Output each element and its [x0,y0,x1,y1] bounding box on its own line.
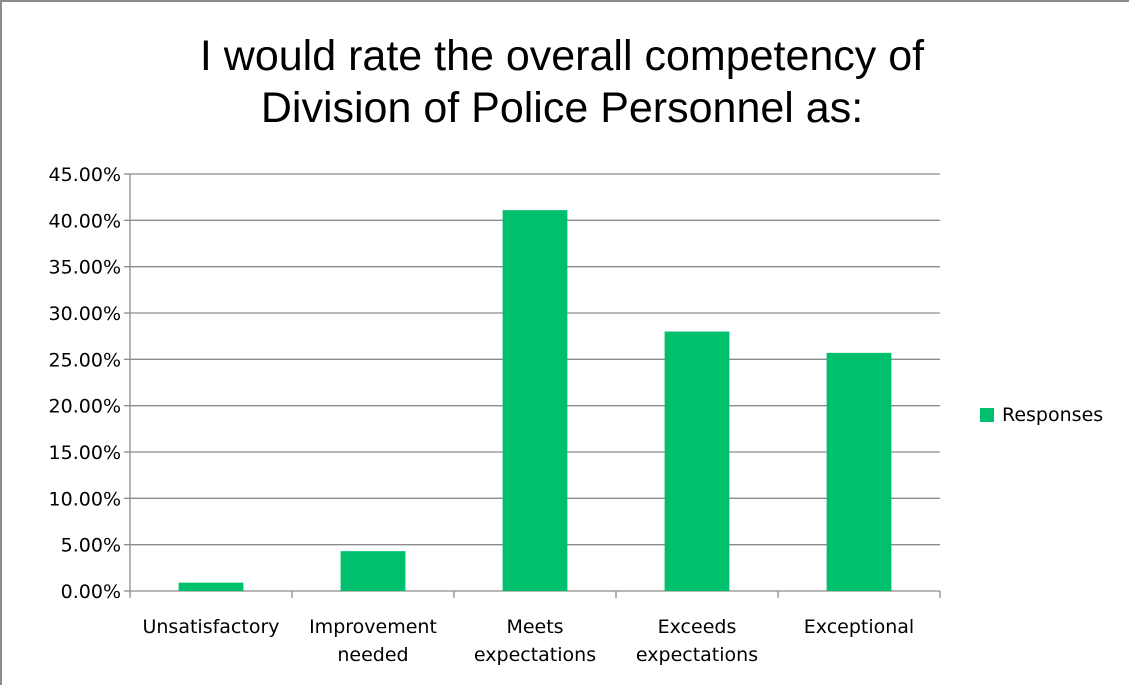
y-tick-label: 15.00% [49,442,121,464]
bar [664,331,730,591]
chart-title-line-1: I would rate the overall competency of [199,32,925,80]
chart-title: I would rate the overall competency of D… [102,30,1022,134]
x-category-label: expectations [636,644,758,666]
legend-swatch [980,408,994,422]
legend-label: Responses [1002,404,1104,426]
x-category-label: Meets [506,616,563,638]
x-category-label: Improvement [309,616,437,638]
y-tick-label: 20.00% [49,396,121,418]
y-tick-label: 40.00% [49,210,121,232]
x-category-label: Unsatisfactory [142,616,279,638]
x-category-label: expectations [474,644,596,666]
y-tick-label: 10.00% [49,488,121,510]
y-tick-label: 35.00% [49,257,121,279]
bar [502,210,568,591]
x-category-label: Exceeds [658,616,737,638]
y-tick-label: 25.00% [49,349,121,371]
y-tick-label: 30.00% [49,303,121,325]
y-tick-label: 5.00% [61,535,121,557]
y-tick-label: 45.00% [49,164,121,186]
y-tick-label: 0.00% [61,581,121,603]
x-category-label: needed [337,644,408,666]
bar [340,551,406,591]
bar [178,582,244,591]
chart-title-line-2: Division of Police Personnel as: [260,84,864,132]
legend: Responses [980,404,1103,426]
bar [826,352,892,591]
x-category-label: Exceptional [804,616,914,638]
